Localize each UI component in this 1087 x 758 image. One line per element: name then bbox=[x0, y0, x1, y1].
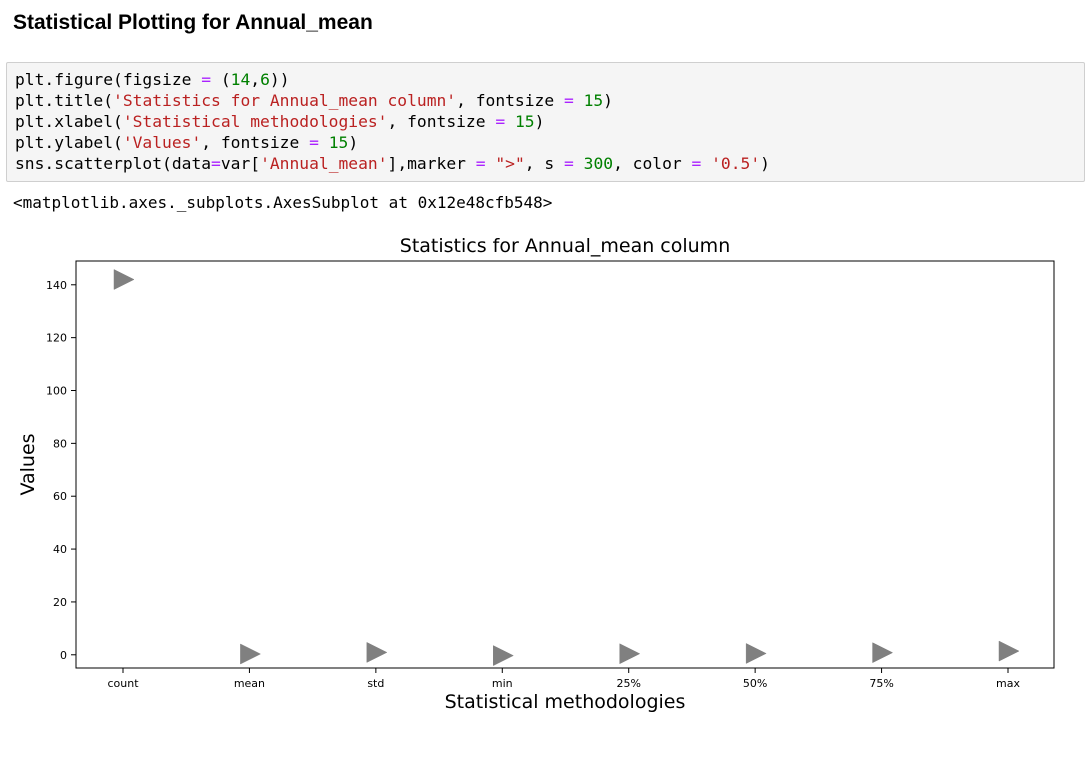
code-token: , s bbox=[524, 154, 565, 173]
code-line: plt.title('Statistics for Annual_mean co… bbox=[15, 90, 613, 111]
y-tick-label: 100 bbox=[46, 385, 67, 398]
code-token: '0.5' bbox=[711, 154, 761, 173]
x-axis-label: Statistical methodologies bbox=[445, 691, 686, 713]
code-token: plt.ylabel( bbox=[15, 133, 123, 152]
code-token: )) bbox=[269, 70, 290, 89]
code-token: 15 bbox=[328, 133, 349, 152]
y-tick-label: 120 bbox=[46, 332, 67, 345]
code-token: ( bbox=[211, 70, 231, 89]
code-token: sns.scatterplot(data bbox=[15, 154, 212, 173]
code-token: , fontsize bbox=[201, 133, 310, 152]
data-point-max bbox=[998, 640, 1020, 662]
x-tick-label: 50% bbox=[743, 677, 767, 690]
code-token: ) bbox=[760, 154, 770, 173]
code-token: ) bbox=[603, 91, 613, 110]
code-token: plt.xlabel( bbox=[15, 112, 123, 131]
code-token: 'Statistics for Annual_mean column' bbox=[113, 91, 457, 110]
data-point-25pct bbox=[619, 643, 641, 665]
code-token: = bbox=[691, 154, 702, 173]
x-tick-label: count bbox=[107, 677, 139, 690]
code-token: , fontsize bbox=[387, 112, 496, 131]
y-tick-label: 0 bbox=[60, 649, 67, 662]
y-tick-label: 20 bbox=[53, 596, 67, 609]
code-token: = bbox=[211, 154, 221, 173]
cell-output: <matplotlib.axes._subplots.AxesSubplot a… bbox=[13, 193, 553, 212]
code-token: = bbox=[495, 112, 506, 131]
code-token: = bbox=[475, 154, 486, 173]
x-tick-label: mean bbox=[234, 677, 265, 690]
code-token: 6 bbox=[260, 70, 270, 89]
code-token: 15 bbox=[583, 91, 604, 110]
code-token: = bbox=[201, 70, 212, 89]
code-token: ) bbox=[534, 112, 545, 131]
code-token: = bbox=[564, 154, 574, 173]
x-tick-label: min bbox=[492, 677, 513, 690]
code-line: plt.ylabel('Values', fontsize = 15) bbox=[15, 132, 358, 153]
y-tick-label: 80 bbox=[53, 437, 67, 450]
data-point-75pct bbox=[872, 642, 894, 664]
code-token: 'Statistical methodologies' bbox=[122, 112, 388, 131]
code-line: sns.scatterplot(data=var['Annual_mean'],… bbox=[15, 153, 770, 174]
code-token: , color bbox=[613, 154, 692, 173]
y-axis-label: Values bbox=[17, 433, 39, 495]
code-token: ">" bbox=[495, 154, 525, 173]
data-point-min bbox=[493, 645, 514, 666]
code-line: plt.figure(figsize = (14,6)) bbox=[15, 69, 290, 90]
section-heading: Statistical Plotting for Annual_mean bbox=[13, 11, 373, 34]
code-token: plt.title( bbox=[15, 91, 114, 110]
x-tick-label: max bbox=[996, 677, 1020, 690]
code-token: = bbox=[563, 91, 574, 110]
y-tick-label: 60 bbox=[53, 490, 67, 503]
code-token: 14 bbox=[230, 70, 251, 89]
code-cell[interactable]: plt.figure(figsize = (14,6)) plt.title('S… bbox=[6, 62, 1085, 182]
code-token: 15 bbox=[514, 112, 535, 131]
chart-title: Statistics for Annual_mean column bbox=[400, 235, 730, 257]
code-token: = bbox=[309, 133, 319, 152]
code-line: plt.xlabel('Statistical methodologies', … bbox=[15, 111, 544, 132]
code-token: 'Values' bbox=[122, 133, 202, 152]
data-point-std bbox=[366, 642, 388, 663]
y-tick-label: 140 bbox=[46, 279, 67, 292]
y-tick-label: 40 bbox=[53, 543, 67, 556]
plot-frame bbox=[75, 260, 1055, 669]
x-tick-label: 75% bbox=[869, 677, 893, 690]
data-point-count bbox=[113, 269, 135, 290]
x-tick-label: std bbox=[367, 677, 384, 690]
data-point-50pct bbox=[745, 643, 767, 664]
code-token: var[ bbox=[220, 154, 261, 173]
code-token: ) bbox=[348, 133, 359, 152]
code-token: , bbox=[250, 70, 261, 89]
code-token: plt.figure(figsize bbox=[15, 70, 202, 89]
x-tick-label: 25% bbox=[616, 677, 640, 690]
code-token: 'Annual_mean' bbox=[260, 154, 388, 173]
code-token: 300 bbox=[583, 154, 614, 173]
code-token: , fontsize bbox=[456, 91, 564, 110]
code-token: ],marker bbox=[387, 154, 476, 173]
data-point-mean bbox=[240, 643, 261, 665]
